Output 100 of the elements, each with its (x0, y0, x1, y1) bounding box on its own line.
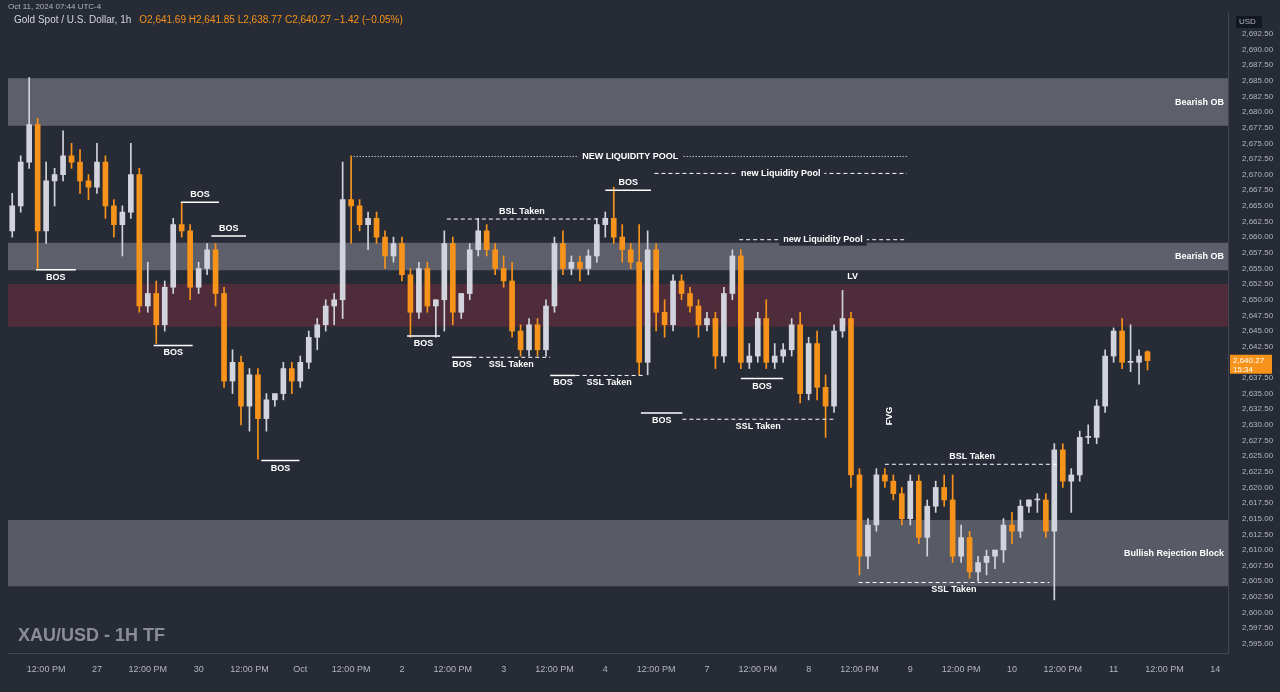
ref-line-label: SSL Taken (586, 377, 632, 388)
ref-line-label: SSL Taken (488, 359, 534, 370)
ref-line-label: BOS (163, 347, 183, 358)
y-tick-label: 2,665.00 (1242, 201, 1274, 211)
ref-line-label: NEW LIQUIDITY POOL (582, 150, 679, 161)
y-axis-title: USD (1239, 17, 1257, 27)
annotation: XAU/USD - 1H TF (18, 625, 166, 646)
ref-line-label: BOS (553, 377, 573, 388)
chart-subtitle: O2,641.69 H2,641.85 L2,638.77 C2,640.27 −1.42 (−0.05%) (139, 14, 403, 25)
x-tick-label: 12:00 PM (840, 664, 879, 675)
candlestick (1009, 512, 1015, 545)
y-tick-label: 2,605.00 (1242, 576, 1274, 586)
ref-line-label: BOS (413, 338, 434, 349)
ref-line-label: new Liquidity Pool (740, 167, 821, 178)
band-label: Bearish OB (1174, 251, 1225, 262)
candlestick (348, 155, 354, 244)
y-tick-label: 2,637.50 (1242, 373, 1274, 383)
y-tick-label: 2,650.00 (1242, 294, 1274, 304)
x-tick-label: 3 (501, 664, 507, 675)
y-tick-label: 2,667.50 (1242, 185, 1274, 195)
band-label: Bearish OB (1174, 96, 1225, 107)
y-tick-label: 2,645.00 (1242, 326, 1274, 336)
x-tick-label: 27 (91, 664, 102, 675)
y-tick-label: 2,620.00 (1242, 482, 1274, 492)
x-tick-label: 12:00 PM (636, 664, 676, 675)
candlestick (1136, 349, 1142, 385)
y-tick-label: 2,602.50 (1242, 592, 1274, 602)
x-tick-label: 10 (1006, 664, 1017, 675)
ref-line-label: BOS (190, 189, 210, 200)
x-tick-label: 30 (193, 664, 204, 675)
candlestick (331, 293, 338, 326)
band-label: Bullish Rejection Block (1123, 547, 1225, 558)
x-tick-label: 12:00 PM (433, 664, 473, 675)
chart-title: Gold Spot / U.S. Dollar, 1h (14, 14, 132, 25)
y-tick-label: 2,692.50 (1242, 29, 1274, 39)
text: Oct 11, 2024 07:44 UTC-4 (8, 2, 102, 12)
ref-line-label: BOS (618, 177, 638, 188)
text: 2,640.27 (1233, 355, 1265, 365)
ref-line-label: new Liquidity Pool (783, 234, 863, 245)
y-tick-label: 2,687.50 (1242, 60, 1274, 70)
y-tick-label: 2,677.50 (1242, 122, 1274, 132)
y-tick-label: 2,610.00 (1242, 545, 1274, 555)
text: 15:34 (1233, 364, 1254, 374)
y-tick-label: 2,617.50 (1242, 498, 1274, 508)
candlestick (178, 202, 185, 238)
ref-line-label: SSL Taken (931, 584, 977, 595)
y-tick-label: 2,647.50 (1242, 310, 1274, 320)
y-tick-label: 2,612.50 (1242, 529, 1274, 539)
y-tick-label: 2,662.50 (1242, 216, 1274, 226)
y-tick-label: 2,682.50 (1242, 91, 1274, 101)
annotation: LV (847, 271, 859, 282)
x-tick-label: 4 (602, 664, 608, 675)
x-tick-label: 12:00 PM (26, 664, 66, 675)
candlestick (1068, 468, 1075, 513)
y-tick-label: 2,595.00 (1242, 639, 1274, 649)
y-tick-label: 2,672.50 (1242, 154, 1274, 164)
y-tick-label: 2,655.00 (1242, 263, 1274, 273)
candlestick (144, 261, 151, 313)
y-tick-label: 2,690.00 (1242, 44, 1274, 54)
candlestick (365, 211, 371, 251)
candlestick (1085, 424, 1092, 444)
ref-line-label: BOS (752, 380, 772, 391)
y-tick-label: 2,680.00 (1242, 107, 1274, 117)
y-tick-label: 2,630.00 (1242, 420, 1274, 430)
ref-line-label: SSL Taken (735, 421, 781, 432)
y-tick-label: 2,660.00 (1242, 232, 1274, 242)
y-tick-label: 2,627.50 (1242, 435, 1274, 445)
y-tick-label: 2,642.50 (1242, 341, 1274, 351)
x-tick-label: 12:00 PM (1145, 664, 1184, 675)
y-tick-label: 2,607.50 (1242, 560, 1274, 570)
x-tick-label: 8 (806, 664, 812, 675)
annotation: FVG (883, 406, 894, 426)
y-tick-label: 2,622.50 (1242, 466, 1274, 476)
x-tick-label: 12:00 PM (738, 664, 778, 675)
y-tick-label: 2,657.50 (1242, 248, 1274, 258)
ref-line-label: BOS (218, 222, 239, 233)
x-tick-label: 2 (399, 664, 405, 675)
x-tick-label: 14 (1210, 664, 1221, 675)
y-tick-label: 2,625.00 (1242, 451, 1274, 461)
x-tick-label: 7 (704, 664, 710, 675)
x-tick-label: Oct (293, 664, 308, 675)
y-tick-label: 2,670.00 (1242, 169, 1274, 179)
x-tick-label: 11 (1108, 664, 1119, 675)
ref-line-label: BSL Taken (499, 206, 545, 217)
y-tick-label: 2,600.00 (1242, 607, 1274, 617)
ref-line-label: BOS (270, 462, 291, 473)
ref-line-label: BOS (651, 414, 672, 425)
x-tick-label: 12:00 PM (128, 664, 168, 675)
y-tick-label: 2,685.00 (1242, 76, 1274, 86)
x-tick-label: 12:00 PM (1043, 664, 1083, 675)
x-tick-label: 12:00 PM (535, 664, 574, 675)
y-tick-label: 2,675.00 (1242, 138, 1274, 148)
x-tick-label: 12:00 PM (331, 664, 371, 675)
x-tick-label: 12:00 PM (230, 664, 269, 675)
x-tick-label: 12:00 PM (941, 664, 981, 675)
y-tick-label: 2,632.50 (1242, 404, 1274, 414)
ref-line-label: BOS (46, 271, 66, 282)
y-tick-label: 2,652.50 (1242, 279, 1274, 289)
x-tick-label: 9 (907, 664, 913, 675)
candlestick (433, 299, 439, 338)
